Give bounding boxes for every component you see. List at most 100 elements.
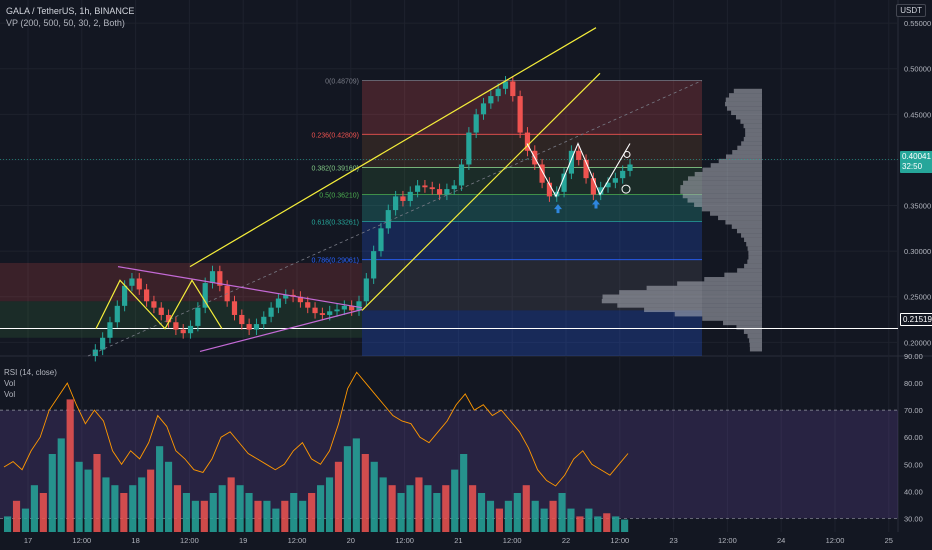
marker-circle-small bbox=[623, 150, 631, 158]
volume-bar bbox=[102, 477, 110, 532]
time-tick-label: 12:00 bbox=[826, 536, 845, 545]
volume-profile-bar bbox=[601, 298, 762, 304]
triangle-upper-line bbox=[117, 266, 363, 309]
volume-bar bbox=[245, 493, 253, 532]
candle-body bbox=[319, 313, 325, 315]
volume-profile-bar bbox=[741, 141, 762, 146]
volume-profile-bar bbox=[725, 97, 762, 102]
candle-body bbox=[209, 271, 216, 284]
volume-profile-bar bbox=[710, 163, 762, 168]
time-tick-label: 19 bbox=[239, 536, 247, 545]
fib-trend-line bbox=[87, 80, 703, 357]
volume-bar bbox=[129, 485, 137, 532]
volume-bar bbox=[138, 477, 146, 532]
candle-body bbox=[414, 185, 421, 192]
volume-profile-bar bbox=[737, 145, 762, 151]
candle-body bbox=[143, 289, 150, 302]
candle-body bbox=[356, 301, 362, 311]
candle-body bbox=[502, 81, 509, 89]
last-price-value: 0.40041 bbox=[902, 152, 931, 161]
volume-bar bbox=[361, 454, 369, 532]
volume-bar bbox=[281, 500, 289, 532]
volume-profile-bar bbox=[677, 281, 762, 286]
volume-profile-bar bbox=[736, 228, 762, 234]
volume-profile-bar bbox=[646, 285, 762, 291]
volume-bar bbox=[147, 469, 155, 532]
candle-body bbox=[605, 182, 611, 188]
range-zone-upper bbox=[0, 262, 362, 302]
volume-profile-bar bbox=[718, 158, 762, 164]
candle-body bbox=[407, 191, 413, 201]
volume-bar bbox=[334, 461, 343, 532]
volume-bar bbox=[343, 446, 351, 532]
candle-body bbox=[378, 228, 384, 252]
volume-bar bbox=[156, 446, 164, 532]
volume-profile-bar bbox=[735, 115, 762, 120]
volume-bar bbox=[218, 485, 226, 532]
candle-body bbox=[107, 322, 113, 338]
fib-level-label: 0.786(0.29061) bbox=[312, 258, 359, 265]
candle-body bbox=[158, 307, 164, 315]
volume-profile-bar bbox=[748, 255, 762, 260]
volume-bar bbox=[513, 493, 521, 532]
volume-profile-legend: VP (200, 500, 50, 30, 2, Both) bbox=[6, 18, 125, 28]
candle-body bbox=[151, 301, 157, 308]
volume-profile-bar bbox=[741, 233, 762, 238]
volume-bar bbox=[621, 519, 629, 532]
volume-profile-bar bbox=[682, 193, 762, 199]
price-tick-label: 0.50000 bbox=[904, 65, 931, 74]
volume-bar bbox=[272, 508, 280, 532]
candle-body bbox=[246, 324, 252, 330]
candle-body bbox=[612, 178, 618, 183]
candle-body bbox=[583, 159, 589, 179]
volume-bar bbox=[531, 500, 539, 532]
time-tick-label: 12:00 bbox=[72, 536, 91, 545]
volume-profile-bar bbox=[731, 224, 762, 229]
volume-bar bbox=[460, 454, 468, 532]
volume-bar bbox=[120, 493, 128, 532]
candle-body bbox=[100, 337, 106, 350]
candle-body bbox=[422, 185, 428, 188]
white-w-pattern bbox=[526, 142, 631, 198]
candle-body bbox=[268, 307, 274, 317]
time-tick-label: 22 bbox=[562, 536, 570, 545]
volume-bar bbox=[236, 485, 244, 532]
volume-profile-bar bbox=[725, 154, 762, 159]
volume-profile-bar bbox=[701, 206, 762, 212]
volume-bar bbox=[191, 500, 199, 532]
volume-bar bbox=[200, 500, 208, 532]
volume-bar bbox=[558, 493, 566, 532]
volume-bar bbox=[317, 485, 325, 532]
time-tick-label: 17 bbox=[24, 536, 32, 545]
last-price-tag: 0.40041 32:50 bbox=[900, 151, 932, 173]
volume-profile-bar bbox=[749, 338, 762, 343]
volume-bar bbox=[57, 438, 65, 532]
candle-body bbox=[546, 182, 553, 197]
fib-level-label: 0.5(0.36210) bbox=[319, 192, 359, 199]
fib-zone bbox=[362, 310, 702, 356]
volume-profile-bar bbox=[740, 119, 762, 124]
volume-bar bbox=[93, 454, 101, 532]
candle-body bbox=[524, 132, 531, 151]
volume-profile-bar bbox=[710, 211, 762, 216]
volume-bar bbox=[325, 477, 334, 532]
volume-profile-bar bbox=[725, 101, 762, 107]
time-tick-label: 23 bbox=[669, 536, 677, 545]
rsi-line bbox=[3, 371, 629, 487]
fib-zone bbox=[362, 167, 702, 195]
currency-label[interactable]: USDT bbox=[896, 4, 926, 17]
volume-profile-bar bbox=[702, 316, 762, 321]
volume-profile-bar bbox=[644, 307, 762, 313]
candle-body bbox=[283, 294, 289, 299]
candle-body bbox=[466, 132, 472, 165]
volume-profile-bar bbox=[727, 106, 762, 111]
rsi-legend: RSI (14, close) Vol Vol bbox=[4, 367, 57, 400]
volume-bar bbox=[504, 500, 512, 532]
volume-bar bbox=[12, 500, 21, 532]
volume-bar bbox=[308, 493, 316, 532]
volume-bar bbox=[477, 493, 486, 532]
candle-body bbox=[627, 164, 633, 171]
volume-bar bbox=[424, 485, 432, 532]
up-arrow-icon bbox=[554, 204, 562, 214]
candle-body bbox=[261, 316, 267, 325]
